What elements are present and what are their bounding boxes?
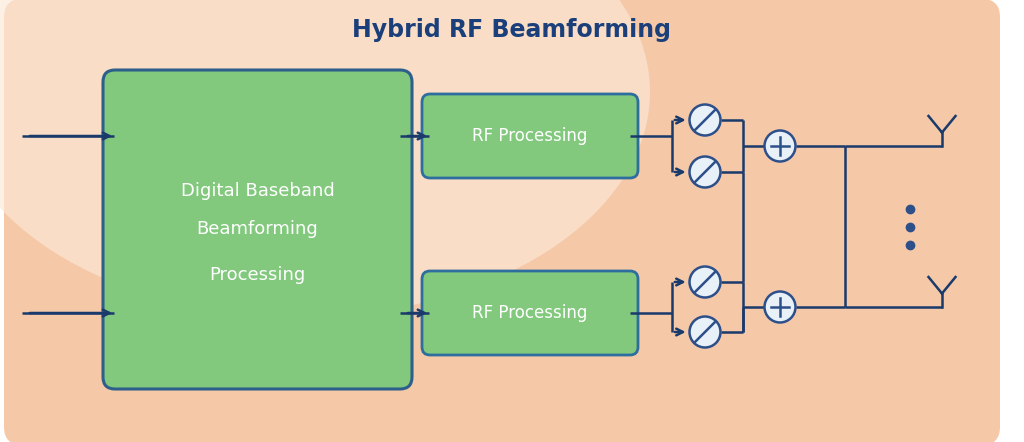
FancyBboxPatch shape — [103, 70, 412, 389]
Text: RF Processing: RF Processing — [472, 127, 588, 145]
Text: Processing: Processing — [209, 266, 305, 283]
Text: Hybrid RF Beamforming: Hybrid RF Beamforming — [352, 18, 672, 42]
Ellipse shape — [0, 0, 650, 317]
Circle shape — [765, 292, 796, 323]
Circle shape — [765, 130, 796, 161]
FancyBboxPatch shape — [4, 0, 1000, 442]
Circle shape — [689, 156, 721, 187]
FancyBboxPatch shape — [422, 271, 638, 355]
Text: Digital Baseband: Digital Baseband — [180, 183, 335, 201]
Circle shape — [689, 104, 721, 136]
Circle shape — [689, 267, 721, 297]
Circle shape — [689, 316, 721, 347]
FancyBboxPatch shape — [422, 94, 638, 178]
Text: Beamforming: Beamforming — [197, 221, 318, 239]
Text: RF Processing: RF Processing — [472, 304, 588, 322]
